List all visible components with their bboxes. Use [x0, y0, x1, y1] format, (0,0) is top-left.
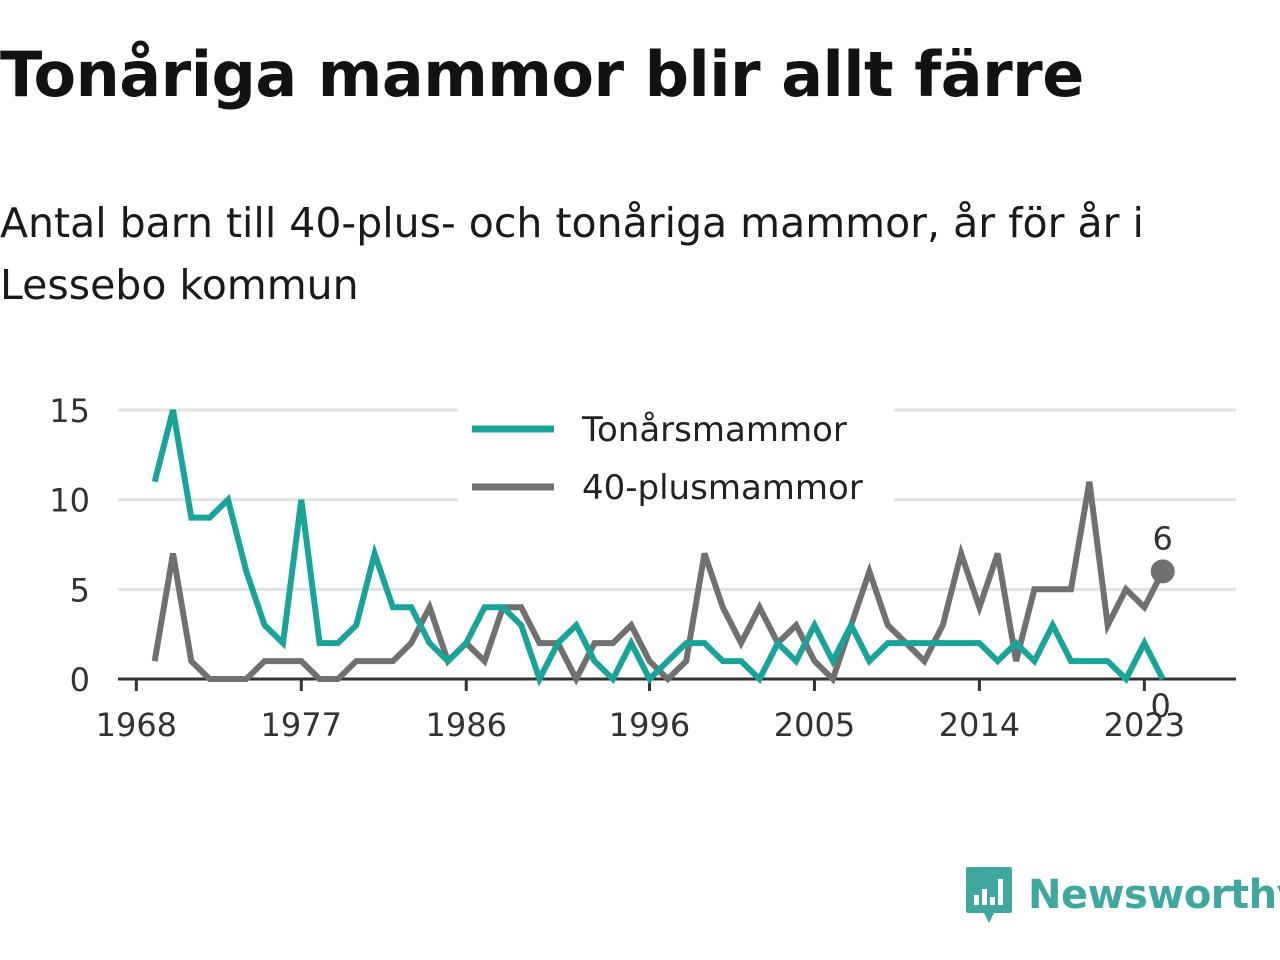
x-tick-label: 2023 [1104, 706, 1185, 744]
newsworthy-logo-icon [966, 867, 1012, 923]
x-tick-label: 1977 [261, 706, 342, 744]
brand-name: Newsworthy [1028, 872, 1280, 918]
end-label-teal: 0 [1151, 687, 1171, 725]
x-tick-label: 2005 [774, 706, 855, 744]
series-line-teal [151, 409, 1166, 687]
x-tick-label: 1986 [426, 706, 507, 744]
x-tick-label: 1968 [96, 706, 177, 744]
y-tick-label: 15 [49, 392, 90, 430]
end-label-gray: 6 [1153, 519, 1173, 557]
chart-title: Tonåriga mammor blir allt färre [0, 38, 1084, 111]
x-tick-label: 1996 [609, 706, 690, 744]
newsworthy-brand[interactable]: Newsworthy [964, 864, 1280, 926]
y-tick-label: 5 [70, 571, 90, 609]
y-tick-label: 10 [49, 482, 90, 520]
line-chart: 0 5 10 15 1968 1977 1986 1996 2005 2014 2023 6 0 Tonå… [49, 392, 1236, 744]
legend-box [458, 404, 894, 514]
chart-subtitle: Antal barn till 40-plus- och tonåriga ma… [0, 199, 1144, 309]
legend-label: 40-plusmammor [582, 468, 863, 508]
legend-label: Tonårsmammor [581, 410, 847, 450]
endpoint-marker [1150, 559, 1175, 584]
x-tick-label: 2014 [939, 706, 1020, 744]
y-tick-label: 0 [70, 661, 90, 699]
